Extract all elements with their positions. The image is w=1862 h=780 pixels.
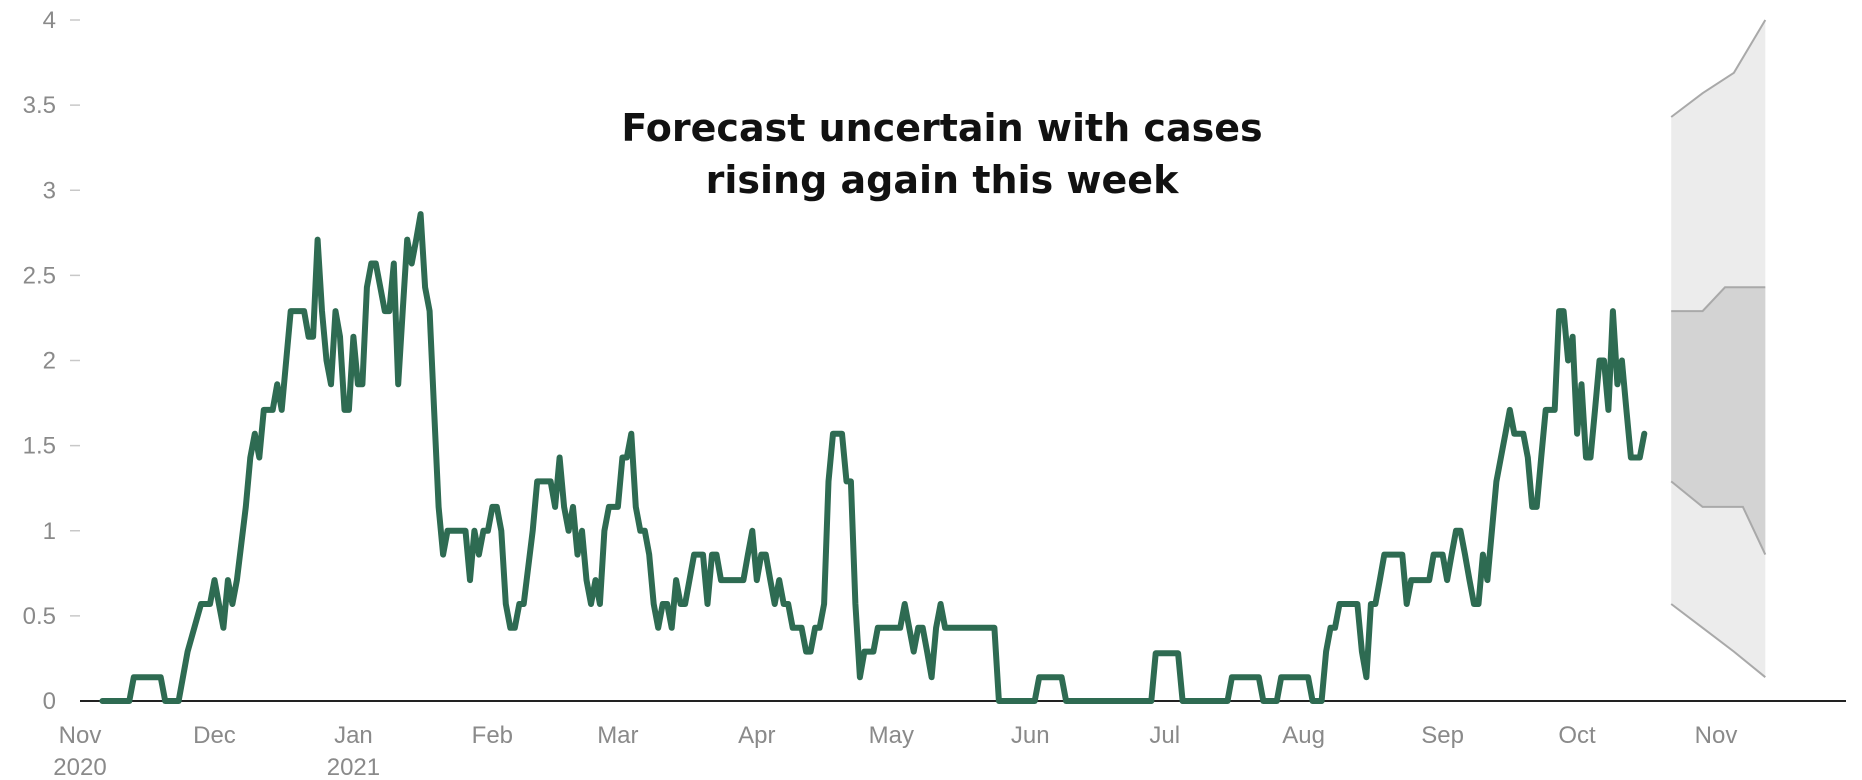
y-tick-label: 3: [43, 177, 56, 204]
x-tick-label: Nov: [59, 722, 102, 749]
x-tick-sublabel: 2020: [53, 754, 106, 780]
forecast-bands: [1670, 19, 1767, 678]
series-line-0: [99, 211, 1648, 704]
x-tick-label: Mar: [597, 722, 638, 749]
y-tick-label: 1: [43, 518, 56, 545]
x-axis: Nov 2020 Dec Jan 2021 Feb Mar Apr May Jun Jul Aug Se…: [53, 700, 1846, 780]
x-tick-label: Jul: [1149, 722, 1180, 749]
y-tick-label: 0: [43, 688, 56, 715]
series-group: [99, 211, 1648, 704]
x-tick-label: Jun: [1011, 722, 1050, 749]
x-tick-sublabel: 2021: [327, 754, 380, 780]
x-tick-label: Dec: [193, 722, 236, 749]
x-tick-label: Oct: [1558, 722, 1596, 749]
x-tick-label: May: [869, 722, 914, 749]
forecast-band-inner-lower-edge: [1670, 480, 1767, 556]
x-tick-label: Sep: [1421, 722, 1464, 749]
y-tick-label: 1.5: [23, 433, 56, 460]
forecast-band-outer-lower-edge: [1670, 603, 1766, 678]
chart-title-line-1: Forecast uncertain with cases: [621, 106, 1262, 150]
y-axis: 0 0.5 1 1.5 2 2.5 3 3.5 4: [23, 7, 80, 715]
y-tick-label: 0.5: [23, 603, 56, 630]
chart-title-line-2: rising again this week: [706, 158, 1179, 202]
forecast-band-inner: [1671, 287, 1766, 555]
forecast-band-outer-upper-edge: [1670, 19, 1767, 118]
x-tick-label: Apr: [738, 722, 775, 749]
x-tick-label: Aug: [1282, 722, 1325, 749]
y-tick-label: 2: [43, 348, 56, 375]
x-tick-label: Jan: [334, 722, 373, 749]
y-tick-label: 4: [43, 7, 56, 34]
x-tick-label: Nov: [1695, 722, 1738, 749]
y-tick-label: 3.5: [23, 92, 56, 119]
forecast-band-inner-upper-edge: [1671, 286, 1766, 313]
y-tick-label: 2.5: [23, 262, 56, 289]
x-tick-label: Feb: [472, 722, 513, 749]
